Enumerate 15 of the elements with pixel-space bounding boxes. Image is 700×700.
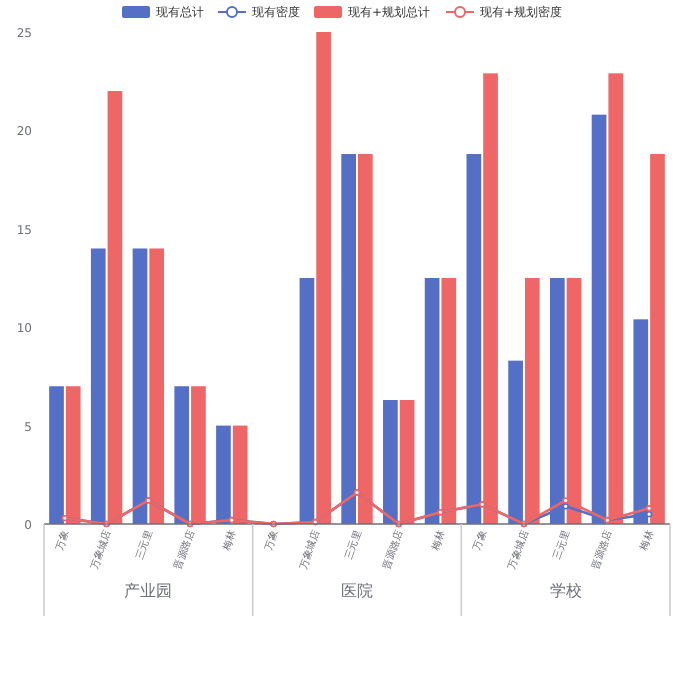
bar [341,154,356,524]
bar [132,248,148,524]
bar [424,278,440,524]
bar [216,425,231,524]
bar [49,386,64,524]
bar [299,278,315,524]
bar [508,360,523,524]
bar [650,154,665,524]
bar [383,400,398,524]
text: 医院 [341,582,373,600]
text: 学校 [549,582,582,600]
bar [466,154,482,524]
bar [174,386,190,524]
text: 产业园 [124,582,173,600]
bar [90,248,106,524]
